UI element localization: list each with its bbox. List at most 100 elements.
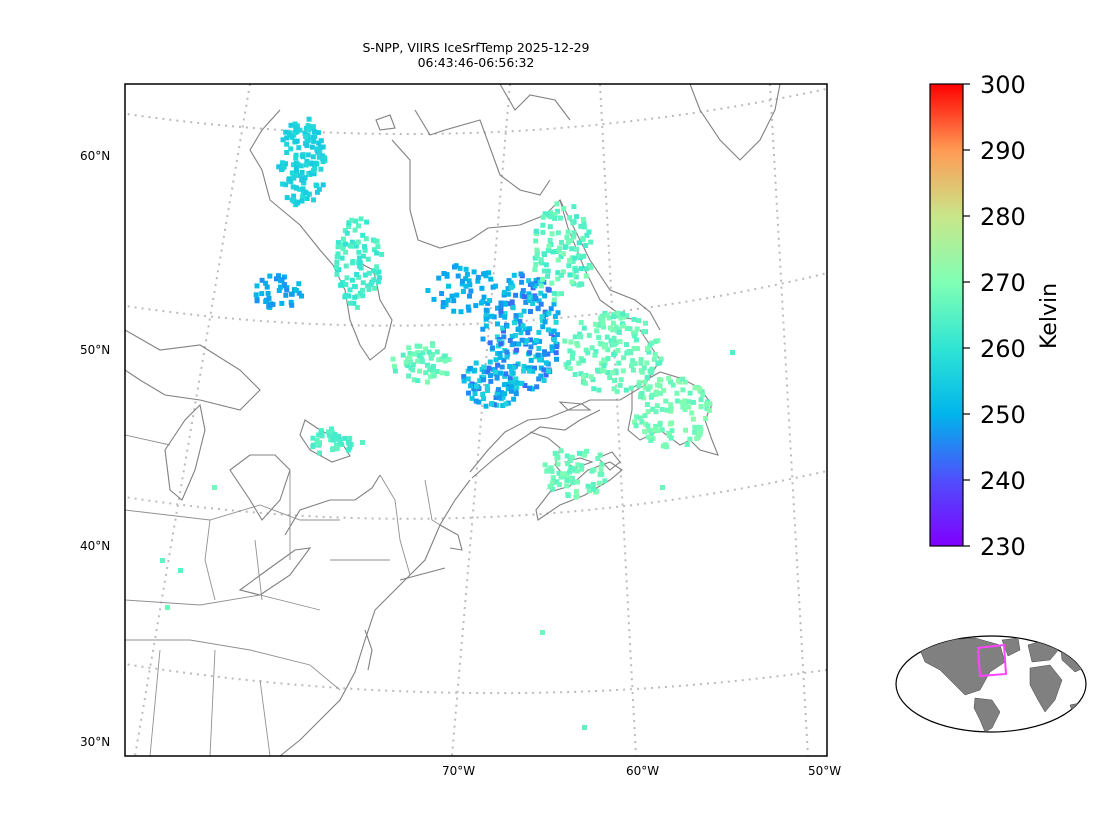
ice-temp-pixel (278, 278, 284, 284)
ice-temp-pixel (558, 215, 563, 221)
ice-temp-pixel (566, 263, 572, 269)
ice-temp-pixel (502, 314, 508, 320)
ice-temp-pixel (480, 392, 486, 397)
ice-temp-pixel (517, 318, 523, 324)
ice-temp-pixel (644, 375, 650, 381)
ice-temp-pixel (682, 398, 688, 404)
ice-temp-pixel (286, 177, 292, 183)
inset-highlight-box (976, 643, 1008, 678)
ice-temp-pixel (599, 471, 605, 477)
ice-temp-pixel (660, 485, 665, 490)
ice-temp-pixel (267, 273, 273, 279)
ice-temp-pixel (610, 370, 616, 376)
ice-temp-pixel (581, 220, 587, 226)
ice-temp-pixel (509, 342, 515, 348)
ice-temp-pixel (415, 350, 421, 356)
ice-temp-pixel (491, 314, 497, 320)
ice-temp-pixel (580, 216, 586, 222)
ice-temp-pixel (469, 395, 475, 401)
long-island (399, 567, 446, 581)
ice-temp-pixel (575, 479, 581, 485)
ice-temp-pixel (661, 387, 667, 393)
ice-temp-pixel (441, 357, 447, 362)
ice-temp-pixel (598, 315, 604, 321)
ice-temp-pixel (536, 329, 542, 335)
ice-temp-pixel (521, 308, 527, 314)
ice-temp-pixel (356, 223, 361, 229)
ice-temp-pixel (570, 258, 576, 264)
ice-temp-pixel (415, 378, 421, 384)
ice-temp-pixel (254, 283, 260, 289)
ice-temp-pixel (621, 355, 627, 361)
ice-temp-pixel (617, 382, 623, 388)
ice-temp-pixel (274, 276, 279, 282)
ice-temp-pixel (551, 328, 557, 334)
ice-temp-pixel (574, 468, 580, 474)
ice-temp-pixel (578, 320, 584, 326)
ice-temp-pixel (561, 206, 567, 212)
ice-temp-pixel (479, 285, 485, 291)
ice-temp-pixel (349, 217, 355, 223)
ice-temp-pixel (513, 388, 519, 394)
state-borders (125, 434, 441, 756)
belcher-islands (375, 114, 396, 131)
ice-temp-pixel (265, 290, 271, 296)
ice-temp-pixel (485, 369, 491, 375)
ice-temp-pixel (451, 298, 457, 304)
ice-temp-pixel (528, 344, 534, 350)
ice-temp-pixel (549, 344, 555, 350)
graticule (125, 84, 827, 756)
ice-temp-pixel (320, 182, 326, 188)
ice-temp-pixel (495, 321, 500, 327)
ice-temp-pixel (416, 353, 422, 358)
ice-temp-pixel (634, 346, 640, 352)
ice-temp-pixel (507, 374, 513, 380)
ice-temp-pixel (446, 357, 452, 362)
ice-temp-pixel (488, 378, 494, 384)
ice-temp-pixel (628, 385, 634, 391)
ice-temp-pixel (592, 352, 598, 358)
ice-temp-pixel (297, 127, 303, 133)
ice-temp-pixel (620, 311, 626, 317)
ice-temp-pixel (631, 330, 637, 336)
ice-temp-pixel (596, 387, 602, 393)
ice-temp-pixel (639, 419, 645, 425)
ice-temp-pixel (524, 338, 530, 344)
ice-temp-pixel (674, 390, 680, 396)
ice-temp-pixel (434, 369, 440, 374)
ice-temp-pixel (580, 235, 586, 241)
ice-temp-pixel (552, 313, 558, 319)
ice-temp-pixel (500, 394, 506, 400)
ice-temp-pixel (417, 343, 423, 349)
ice-temp-pixel (539, 314, 545, 320)
ice-temp-pixel (495, 305, 500, 311)
ice-temp-pixel (549, 348, 555, 354)
ice-temp-pixel (366, 286, 372, 292)
ice-temp-pixel (614, 389, 620, 395)
ice-temp-pixel (445, 297, 451, 303)
ice-temp-pixel (314, 189, 320, 195)
ice-temp-pixel (572, 334, 578, 340)
ice-temp-pixel (436, 275, 442, 281)
ice-temp-pixel (294, 138, 300, 144)
ice-temp-pixel (532, 267, 538, 273)
ice-temp-pixel (649, 340, 655, 346)
lat-label-50: 50°N (80, 343, 110, 357)
ice-temp-pixel (334, 254, 340, 260)
ice-temp-pixel (521, 368, 526, 374)
ice-temp-pixel (283, 292, 289, 298)
ice-temp-pixel (588, 265, 594, 270)
ice-temp-pixel (310, 134, 316, 140)
ice-temp-pixel (483, 311, 489, 317)
ice-temp-pixel (586, 332, 592, 338)
ice-temp-pixel (459, 281, 465, 287)
ice-temp-pixel (564, 471, 570, 477)
ice-temp-pixel (304, 158, 310, 164)
ice-temp-pixel (584, 266, 590, 272)
ice-temp-pixel (360, 440, 365, 445)
ice-temp-pixel (554, 344, 560, 350)
ice-temp-pixel (565, 461, 570, 467)
ice-temp-pixel (264, 284, 270, 290)
ice-temp-pixel (276, 164, 282, 170)
ice-temp-pixel (643, 320, 648, 326)
